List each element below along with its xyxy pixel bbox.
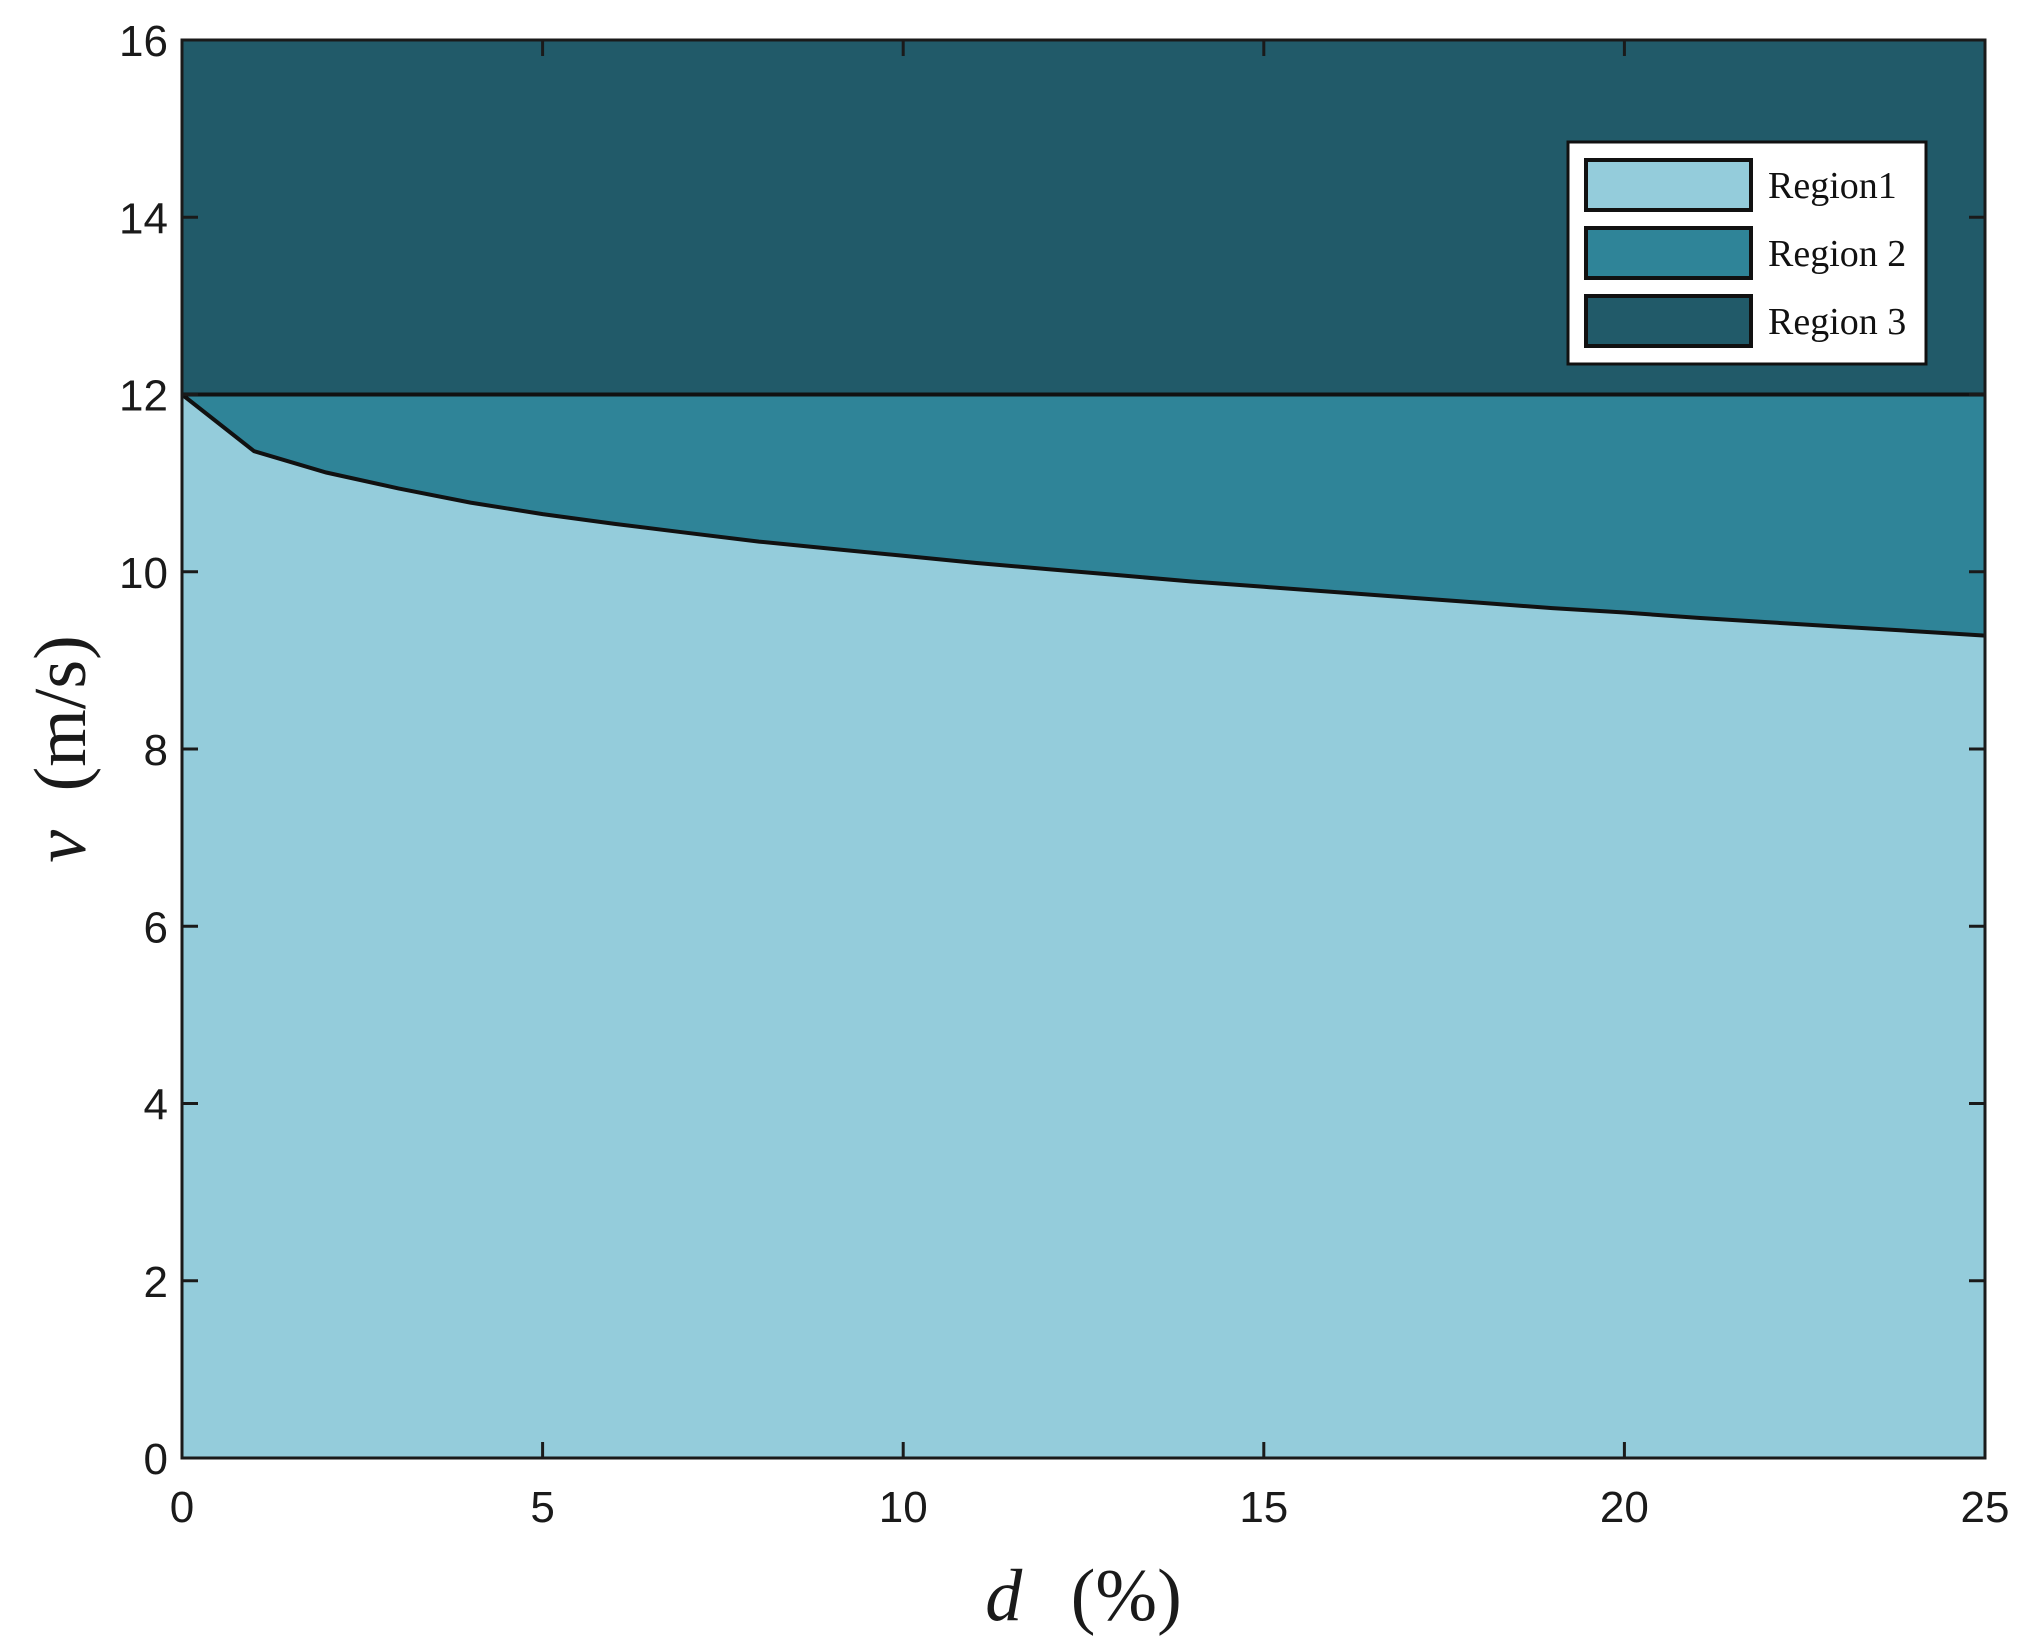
- x-tick-label: 20: [1600, 1483, 1649, 1532]
- x-axis-unit: (%): [1071, 1555, 1182, 1637]
- region-2-area: [182, 394, 1985, 636]
- axis-tick-labels: 0 5 10 15 20 25 0 2 4 6 8 10 12 14 16: [119, 17, 2009, 1532]
- legend-label: Region 2: [1768, 233, 1906, 275]
- legend-swatch: [1584, 158, 1753, 212]
- legend: Region1 Region 2 Region 3: [1566, 140, 1928, 366]
- x-axis-symbol: d: [985, 1555, 1023, 1637]
- axis-ticks: [180, 38, 1987, 1460]
- x-tick-label: 25: [1961, 1483, 2010, 1532]
- legend-label: Region1: [1768, 165, 1897, 207]
- y-axis-symbol: v: [20, 830, 102, 863]
- legend-swatch: [1584, 226, 1753, 280]
- region-1-area: [182, 394, 1985, 1458]
- y-tick-label: 8: [144, 726, 168, 775]
- y-axis-label: v (m/s): [20, 635, 102, 863]
- y-tick-label: 0: [144, 1435, 168, 1484]
- boundary-lines: [180, 392, 1986, 638]
- y-tick-label: 14: [119, 194, 168, 243]
- y-tick-label: 10: [119, 549, 168, 598]
- x-tick-label: 15: [1239, 1483, 1288, 1532]
- y-tick-label: 6: [144, 903, 168, 952]
- x-tick-label: 0: [170, 1483, 194, 1532]
- x-axis-label: d (%): [985, 1555, 1181, 1637]
- boundary-curve: [180, 392, 1986, 638]
- y-tick-label: 12: [119, 372, 168, 421]
- legend-swatch: [1584, 294, 1753, 348]
- x-tick-label: 5: [530, 1483, 554, 1532]
- y-tick-label: 16: [119, 17, 168, 66]
- y-tick-label: 4: [144, 1081, 168, 1130]
- legend-label: Region 3: [1768, 301, 1906, 343]
- x-tick-label: 10: [879, 1483, 928, 1532]
- y-axis-unit: (m/s): [20, 635, 102, 791]
- y-tick-label: 2: [144, 1258, 168, 1307]
